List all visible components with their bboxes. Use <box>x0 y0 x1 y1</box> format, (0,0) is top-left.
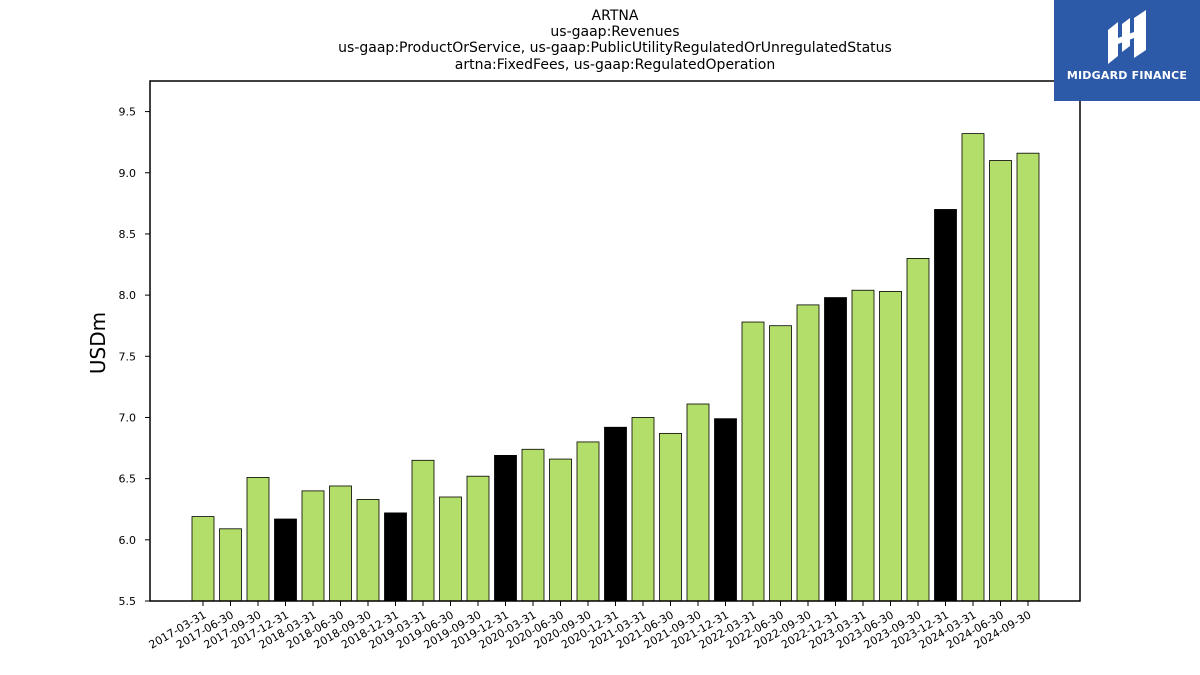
bar-2022-12-31 <box>824 297 847 602</box>
bar-2018-03-31 <box>301 490 325 602</box>
bar-2020-03-31 <box>521 448 545 602</box>
y-tick-label: 9.0 <box>119 167 137 180</box>
bar-2022-03-31 <box>741 321 765 602</box>
bar-2019-03-31 <box>411 459 435 602</box>
brand-logo-text: MIDGARD FINANCE <box>1066 69 1188 82</box>
bar-2022-06-30 <box>769 325 792 602</box>
y-tick-label: 7.5 <box>119 350 137 363</box>
y-tick-label: 8.5 <box>119 228 137 241</box>
y-tick-label: 6.5 <box>119 473 137 486</box>
bar-2021-06-30 <box>659 432 682 602</box>
y-tick-label: 7.0 <box>119 411 137 424</box>
bar-2021-12-31 <box>714 418 737 602</box>
bar-2020-12-31 <box>604 426 627 602</box>
chart-title: ARTNA us-gaap:Revenues us-gaap:ProductOr… <box>338 8 892 73</box>
bar-2024-06-30 <box>989 160 1012 602</box>
bar-2022-09-30 <box>796 304 820 602</box>
brand-logo: MIDGARD FINANCE <box>1054 0 1200 101</box>
y-tick-label: 8.0 <box>119 289 137 302</box>
bars-group <box>191 133 1040 602</box>
bar-2021-09-30 <box>686 403 710 602</box>
x-axis-ticks: 2017-03-312017-06-302017-09-302017-12-31… <box>147 601 1034 652</box>
bar-2023-09-30 <box>906 258 930 602</box>
chart-title-line-1: ARTNA <box>592 8 639 24</box>
bar-2020-09-30 <box>576 441 600 602</box>
bar-2019-12-31 <box>494 454 517 602</box>
y-axis-label: USDm <box>86 312 110 374</box>
bar-2023-03-31 <box>851 289 875 602</box>
bar-2024-03-31 <box>961 133 985 602</box>
midgard-logo-icon <box>1108 10 1146 64</box>
bar-2020-06-30 <box>549 458 572 602</box>
bar-2018-12-31 <box>384 512 407 602</box>
chart-title-line-2: us-gaap:Revenues <box>550 24 679 40</box>
bar-2017-06-30 <box>219 528 242 602</box>
plot-area-frame <box>149 80 1081 602</box>
bar-2018-09-30 <box>356 499 380 602</box>
bar-2017-09-30 <box>246 477 270 602</box>
y-tick-label: 6.0 <box>119 534 137 547</box>
bar-2019-06-30 <box>439 496 462 602</box>
bar-2024-09-30 <box>1016 152 1040 602</box>
y-tick-label: 9.5 <box>119 106 137 119</box>
y-axis-ticks: 5.5 6.0 6.5 7.0 7.5 8.0 8.5 9.0 9.5 <box>119 106 150 608</box>
bar-2021-03-31 <box>631 417 655 602</box>
y-tick-label: 5.5 <box>119 595 137 608</box>
bar-2017-12-31 <box>274 518 297 602</box>
chart-title-line-4: artna:FixedFees, us-gaap:RegulatedOperat… <box>455 57 775 73</box>
bar-2023-06-30 <box>879 291 902 602</box>
bar-2018-06-30 <box>329 485 352 602</box>
bar-2017-03-31 <box>191 516 215 602</box>
chart-title-line-3: us-gaap:ProductOrService, us-gaap:Public… <box>338 40 892 56</box>
bar-2019-09-30 <box>466 475 490 602</box>
bar-2023-12-31 <box>934 209 957 602</box>
